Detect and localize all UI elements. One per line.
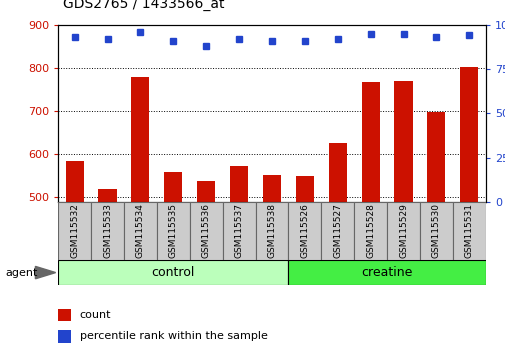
FancyBboxPatch shape: [58, 202, 91, 260]
Bar: [460, 67, 477, 202]
Text: GSM115532: GSM115532: [70, 204, 79, 258]
Text: count: count: [79, 310, 111, 320]
Text: GSM115537: GSM115537: [234, 204, 243, 258]
FancyBboxPatch shape: [321, 202, 354, 260]
Text: GSM115529: GSM115529: [398, 204, 407, 258]
Bar: [427, 113, 444, 202]
Text: GSM115533: GSM115533: [103, 204, 112, 258]
FancyBboxPatch shape: [452, 202, 485, 260]
Bar: [328, 143, 346, 202]
Bar: [58, 309, 71, 321]
FancyBboxPatch shape: [222, 202, 255, 260]
FancyBboxPatch shape: [288, 260, 485, 285]
Polygon shape: [35, 266, 56, 279]
Text: GSM115526: GSM115526: [300, 204, 309, 258]
Text: GSM115536: GSM115536: [201, 204, 210, 258]
FancyBboxPatch shape: [386, 202, 419, 260]
Bar: [58, 330, 71, 343]
Bar: [361, 82, 379, 202]
Bar: [295, 176, 313, 202]
Text: GSM115528: GSM115528: [366, 204, 374, 258]
FancyBboxPatch shape: [58, 260, 288, 285]
FancyBboxPatch shape: [124, 202, 157, 260]
Bar: [164, 172, 182, 202]
Text: GSM115530: GSM115530: [431, 204, 440, 258]
Bar: [197, 182, 215, 202]
Text: GSM115535: GSM115535: [169, 204, 177, 258]
Text: agent: agent: [5, 268, 37, 278]
FancyBboxPatch shape: [91, 202, 124, 260]
Text: GDS2765 / 1433566_at: GDS2765 / 1433566_at: [63, 0, 224, 11]
Bar: [131, 78, 149, 202]
Text: GSM115538: GSM115538: [267, 204, 276, 258]
Text: GSM115527: GSM115527: [333, 204, 341, 258]
Bar: [66, 161, 83, 202]
Text: control: control: [152, 266, 194, 279]
FancyBboxPatch shape: [288, 202, 321, 260]
Text: percentile rank within the sample: percentile rank within the sample: [79, 331, 267, 341]
FancyBboxPatch shape: [419, 202, 452, 260]
Text: creatine: creatine: [361, 266, 412, 279]
FancyBboxPatch shape: [354, 202, 386, 260]
FancyBboxPatch shape: [157, 202, 189, 260]
Text: GSM115531: GSM115531: [464, 204, 473, 258]
Bar: [98, 189, 116, 202]
Bar: [230, 166, 247, 202]
Text: GSM115534: GSM115534: [136, 204, 144, 258]
FancyBboxPatch shape: [255, 202, 288, 260]
Bar: [394, 81, 412, 202]
Bar: [263, 175, 280, 202]
FancyBboxPatch shape: [189, 202, 222, 260]
